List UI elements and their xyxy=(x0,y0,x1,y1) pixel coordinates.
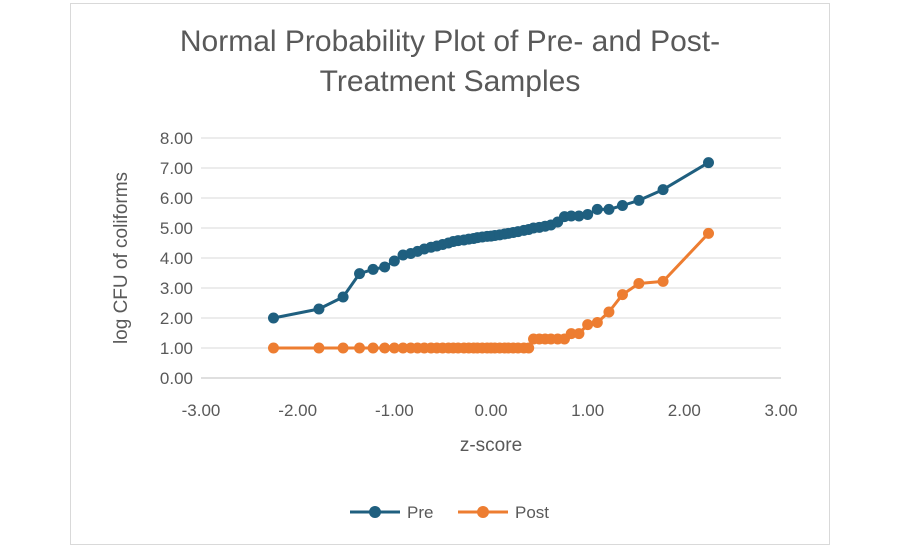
data-point-post xyxy=(337,342,349,354)
data-point-post xyxy=(703,227,714,239)
y-tick-label: 2.00 xyxy=(160,309,193,328)
y-tick-label: 4.00 xyxy=(160,249,193,268)
data-point-post xyxy=(388,342,400,354)
x-tick-label: 0.00 xyxy=(474,401,507,420)
data-point-post xyxy=(633,278,645,289)
data-point-post xyxy=(379,342,391,354)
chart-title-line-2: Treatment Samples xyxy=(319,65,581,98)
y-tick-label: 7.00 xyxy=(160,159,193,178)
data-point-pre xyxy=(703,157,714,169)
data-point-post xyxy=(591,317,603,328)
data-point-pre xyxy=(367,263,379,275)
y-axis: 0.00 1.00 2.00 3.00 4.00 5.00 6.00 7.00 8.00 xyxy=(160,129,193,388)
chart-area xyxy=(70,3,830,545)
x-tick-label: 3.00 xyxy=(764,401,797,420)
data-point-pre xyxy=(565,210,577,222)
data-point-post xyxy=(354,342,366,354)
data-point-pre xyxy=(573,210,585,222)
gridlines xyxy=(201,137,781,379)
data-point-pre xyxy=(582,209,594,220)
series-line-post xyxy=(273,232,710,350)
x-tick-label: 1.00 xyxy=(571,401,604,420)
chart-title-line-1: Normal Probability Plot of Pre- and Post… xyxy=(179,25,721,58)
legend-marker xyxy=(369,506,381,518)
data-point-post xyxy=(367,342,379,354)
data-point-post xyxy=(603,306,615,318)
data-point-pre xyxy=(657,184,669,196)
data-point-post xyxy=(313,342,325,354)
legend-item-pre: Pre xyxy=(350,503,433,522)
y-axis-label: log CFU of coliforms xyxy=(111,172,132,344)
data-point-post xyxy=(573,328,585,340)
x-tick-label: 2.00 xyxy=(668,401,701,420)
data-point-pre xyxy=(337,291,349,303)
series-group xyxy=(268,157,714,354)
series-post xyxy=(268,227,714,354)
series-pre xyxy=(268,157,714,324)
data-point-pre xyxy=(268,312,279,324)
y-tick-label: 6.00 xyxy=(160,189,193,208)
y-tick-label: 5.00 xyxy=(160,219,193,238)
x-tick-label: -3.00 xyxy=(182,401,221,420)
legend-label: Pre xyxy=(407,503,433,522)
y-tick-label: 1.00 xyxy=(160,339,193,358)
legend-marker xyxy=(477,506,489,518)
data-point-pre xyxy=(633,194,645,206)
data-point-pre xyxy=(313,303,325,315)
data-point-pre xyxy=(591,203,603,215)
data-point-pre xyxy=(616,200,628,211)
x-tick-label: -2.00 xyxy=(278,401,317,420)
data-point-pre xyxy=(388,255,400,267)
data-point-post xyxy=(616,289,628,301)
x-axis-label: z-score xyxy=(460,435,522,456)
data-point-pre xyxy=(603,203,615,215)
data-point-post xyxy=(268,342,279,354)
data-point-post xyxy=(523,342,535,354)
data-point-post xyxy=(582,319,594,331)
data-point-pre xyxy=(354,268,366,280)
data-point-post xyxy=(565,328,577,340)
data-point-pre xyxy=(379,261,391,273)
chart-title: Normal Probability Plot of Pre- and Post… xyxy=(70,22,830,102)
data-point-post xyxy=(657,275,669,287)
legend-label: Post xyxy=(515,503,549,522)
x-axis: -3.00 -2.00 -1.00 0.00 1.00 2.00 3.00 xyxy=(182,401,798,420)
data-point-post xyxy=(397,342,409,354)
legend-item-post: Post xyxy=(458,503,549,522)
legend: Pre Post xyxy=(350,503,549,522)
x-tick-label: -1.00 xyxy=(375,401,414,420)
y-tick-label: 0.00 xyxy=(160,369,193,388)
y-tick-label: 8.00 xyxy=(160,129,193,148)
y-tick-label: 3.00 xyxy=(160,279,193,298)
